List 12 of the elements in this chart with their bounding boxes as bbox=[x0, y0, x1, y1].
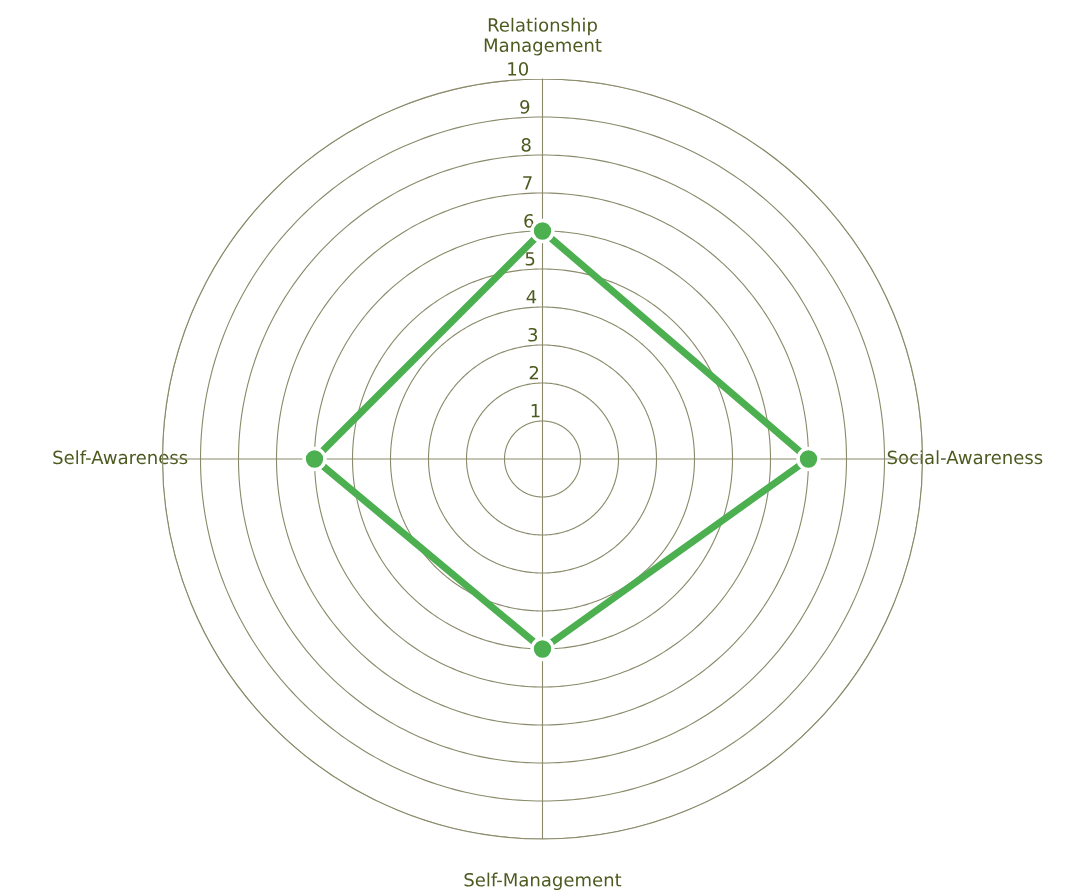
spoke-label: Self-Management bbox=[464, 872, 622, 891]
y-tick-label: 6 bbox=[524, 213, 534, 228]
y-tick-label: 4 bbox=[526, 290, 537, 304]
y-tick-label: 5 bbox=[525, 252, 535, 266]
y-tick-label: 10 bbox=[508, 62, 529, 76]
y-tick-label: 1 bbox=[531, 404, 540, 418]
spoke-label: Relationship Management bbox=[484, 17, 602, 56]
y-tick-label: 3 bbox=[528, 327, 538, 342]
y-tick-label: 9 bbox=[520, 100, 530, 114]
y-tick-label: 2 bbox=[529, 365, 539, 380]
y-tick-label: 8 bbox=[521, 138, 531, 152]
y-tick-label: 7 bbox=[523, 176, 532, 190]
